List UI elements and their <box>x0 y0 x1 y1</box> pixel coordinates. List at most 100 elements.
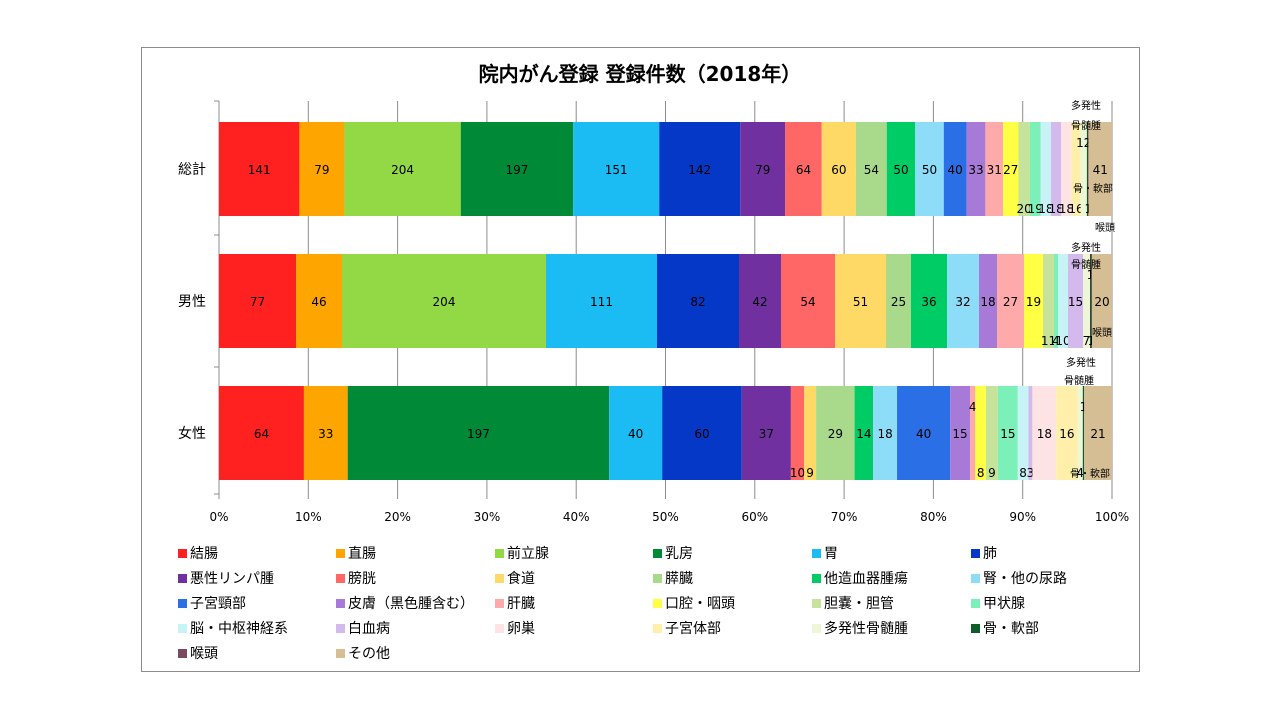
annotation-label: 骨髄腫 <box>1064 374 1094 387</box>
annotation-label: 喉頭 <box>1092 327 1112 339</box>
legend-swatch <box>336 548 345 558</box>
data-label: 29 <box>828 427 843 441</box>
annotation-label: 多発性 <box>1071 99 1101 112</box>
data-label: 31 <box>987 163 1002 177</box>
data-label: 50 <box>893 163 908 177</box>
legend-item: 肝臓 <box>495 592 535 614</box>
data-label: 27 <box>1003 295 1018 309</box>
legend-item: 乳房 <box>653 542 693 564</box>
data-label: 41 <box>1093 163 1108 177</box>
legend-item: 膵臓 <box>653 567 693 589</box>
data-label: 21 <box>1090 427 1105 441</box>
data-label: 82 <box>690 295 705 309</box>
bar-segment <box>573 122 660 216</box>
bar-segment <box>303 386 348 480</box>
legend-swatch <box>653 573 662 583</box>
legend-swatch <box>653 548 662 558</box>
legend-item: 悪性リンパ腫 <box>178 567 274 589</box>
data-label: 15 <box>1068 295 1083 309</box>
legend-item: 食道 <box>495 567 535 589</box>
legend-label: 膀胱 <box>348 571 376 587</box>
category-label: 総計 <box>178 162 206 178</box>
data-label: 33 <box>318 427 333 441</box>
data-label: 204 <box>391 163 414 177</box>
data-label: 4 <box>969 400 977 414</box>
legend-item: 白血病 <box>336 617 390 639</box>
category-label: 女性 <box>178 425 206 442</box>
bar-segment <box>1082 386 1085 480</box>
legend-item: 胆嚢・胆管 <box>812 592 894 614</box>
x-tick-label: 80% <box>920 510 947 524</box>
bar-segment <box>821 122 856 216</box>
legend-label: 子宮頸部 <box>190 596 246 612</box>
legend-item: 多発性骨髄腫 <box>812 617 908 639</box>
data-label: 2 <box>1084 136 1092 150</box>
x-tick-label: 10% <box>295 510 322 524</box>
x-tick-label: 90% <box>1009 510 1036 524</box>
data-label: 111 <box>590 295 613 309</box>
data-label: 16 <box>1068 202 1083 216</box>
bar-segment <box>804 386 817 480</box>
data-label: 18 <box>1038 202 1053 216</box>
data-label: 60 <box>831 163 846 177</box>
legend-swatch <box>178 598 187 608</box>
legend-swatch <box>971 548 980 558</box>
bar-segment <box>344 122 461 216</box>
data-label: 51 <box>853 295 868 309</box>
legend-label: 胆嚢・胆管 <box>824 596 894 612</box>
data-label: 42 <box>752 295 767 309</box>
bar-segment <box>1054 254 1058 348</box>
bar-segment <box>950 386 971 480</box>
bar-segment <box>1058 254 1068 348</box>
legend-item: その他 <box>336 642 390 664</box>
x-tick-label: 20% <box>384 510 411 524</box>
data-label: 20 <box>1094 295 1109 309</box>
legend-swatch <box>812 623 821 633</box>
bar-segment <box>296 254 342 348</box>
data-label: 7 <box>1083 334 1091 348</box>
data-label: 27 <box>1003 163 1018 177</box>
bar-segment <box>985 386 998 480</box>
legend-swatch <box>178 548 187 558</box>
legend-label: 前立腺 <box>507 546 549 562</box>
x-tick-label: 100% <box>1095 510 1129 524</box>
legend-item: 子宮頸部 <box>178 592 246 614</box>
bar-segment <box>911 254 947 348</box>
legend-item: 脳・中枢神経系 <box>178 617 288 639</box>
bar-segment <box>985 122 1004 216</box>
bar-segment <box>347 386 610 480</box>
legend-label: 結腸 <box>190 546 218 562</box>
data-label: 11 <box>1041 334 1056 348</box>
annotation-label: 骨髄腫 <box>1071 258 1101 271</box>
bar-segment <box>790 386 805 480</box>
data-label: 40 <box>916 427 931 441</box>
legend-label: 直腸 <box>348 546 376 562</box>
legend-label: 喉頭 <box>190 646 218 662</box>
bar-segment <box>1091 254 1092 348</box>
x-tick-label: 40% <box>563 510 590 524</box>
bar-segment <box>219 122 300 216</box>
legend-label: 膵臓 <box>665 571 693 587</box>
legend-label: 脳・中枢神経系 <box>190 621 288 637</box>
bar-segment <box>1077 386 1083 480</box>
legend-swatch <box>178 623 187 633</box>
data-label: 54 <box>800 295 815 309</box>
data-label: 15 <box>1000 427 1015 441</box>
data-label: 15 <box>952 427 967 441</box>
legend-label: 多発性骨髄腫 <box>824 621 908 637</box>
bar-segment <box>873 386 898 480</box>
legend-swatch <box>495 623 504 633</box>
bar-segment <box>1092 254 1112 348</box>
bar-segment <box>219 254 296 348</box>
legend-item: 胃 <box>812 542 838 564</box>
bar-segment <box>1080 122 1087 216</box>
data-label: 46 <box>311 295 326 309</box>
legend-item: 喉頭 <box>178 642 218 664</box>
legend-item: 子宮体部 <box>653 617 721 639</box>
bar-segment <box>816 386 855 480</box>
bar-segment <box>1040 122 1051 216</box>
bar-segment <box>1050 122 1062 216</box>
bar-segment <box>970 386 976 480</box>
bar-segment <box>219 386 304 480</box>
data-label: 50 <box>922 163 937 177</box>
